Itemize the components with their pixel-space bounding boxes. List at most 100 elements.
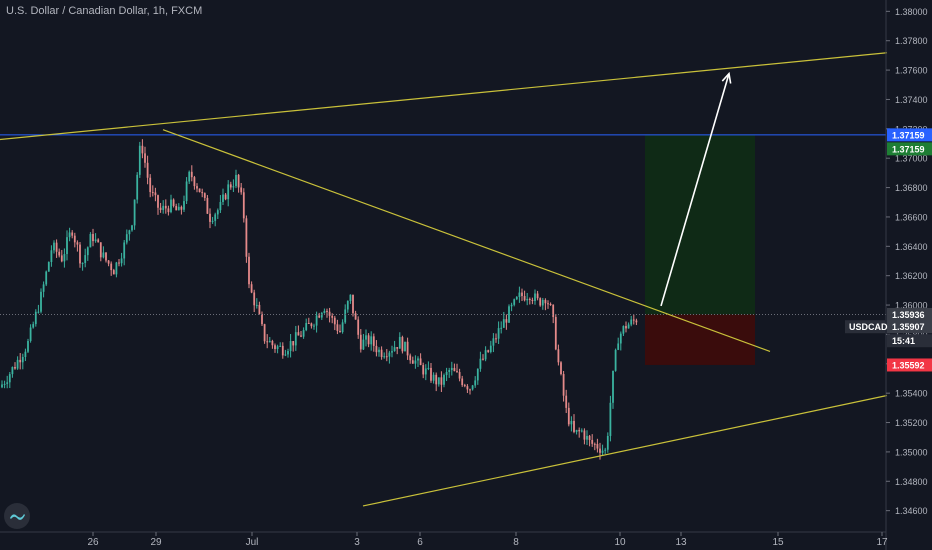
candle-body [68,232,71,238]
candle-body [352,294,354,314]
candle-body [430,367,432,381]
candle-body [565,395,568,408]
candle-body [73,235,76,243]
candle-body [448,370,451,372]
candle-body [534,293,536,301]
candle-body [344,309,347,323]
candle-body [404,341,406,352]
candle-body [133,199,136,226]
candle-body [289,341,292,352]
candle-body [245,218,248,257]
candle-body [50,250,53,263]
candle-body [216,210,219,215]
candle-body [409,355,412,361]
candle-body [146,162,149,178]
candle-body [99,242,102,258]
candle-body [474,380,477,386]
candle-body [383,356,386,358]
candle-body [115,262,118,275]
candle-body [40,291,42,312]
candle-body [287,351,289,355]
candle-body [497,328,500,339]
candle-body [281,345,284,356]
price-tag-bg [887,307,932,321]
y-tick-label: 1.35400 [895,389,928,399]
candle-body [443,375,445,385]
candle-body [219,201,222,211]
x-tick-label: 3 [354,537,360,548]
candle-body [19,359,22,363]
candle-body [45,271,48,285]
x-tick-label: 15 [772,537,784,548]
candle-body [591,439,594,444]
candle-body [125,234,128,243]
candle-body [8,374,11,383]
tradingview-logo[interactable] [4,503,30,529]
trendline-2[interactable] [162,129,771,353]
y-tick-label: 1.36200 [895,271,928,281]
candle-body [479,358,482,369]
candle-body [450,367,453,371]
candle-body [175,206,178,211]
candle-body [440,377,443,385]
candle-body [593,443,596,445]
candle-body [183,201,185,210]
candle-body [164,205,167,209]
candle-body [341,322,344,333]
candle-body [6,382,9,384]
symbol-tag-label: USDCAD [849,322,888,332]
candle-body [544,299,547,304]
candle-body [471,385,474,390]
candle-body [365,335,367,340]
candle-body [606,435,609,450]
price-tag-label: 1.37159 [892,144,925,154]
candle-body [560,362,562,375]
y-tick-label: 1.35000 [895,447,928,457]
candle-body [86,247,89,256]
candle-body [232,186,235,188]
candle-body [385,356,388,358]
candle-body [21,356,24,363]
candle-body [391,351,393,353]
candle-body [578,429,581,432]
price-tag-label: 1.35936 [892,310,925,320]
candle-body [279,345,282,347]
candle-body [567,407,570,425]
candle-body [370,336,373,345]
candle-body [586,435,588,440]
candle-body [248,256,250,285]
candle-body [456,371,458,373]
x-tick-label: 8 [513,537,519,548]
candle-body [305,322,308,331]
candle-body [552,304,555,318]
candle-body [609,402,612,436]
candle-body [362,339,365,350]
arrow-head [721,71,732,84]
y-tick-label: 1.37600 [895,66,928,76]
y-tick-label: 1.37800 [895,36,928,46]
candle-body [398,337,401,349]
arrow-shaft[interactable] [660,73,730,307]
candle-body [32,324,35,328]
candle-body [138,145,141,175]
candle-body [29,327,32,341]
candle-body [42,284,45,292]
candle-body [14,367,16,369]
candle-body [508,306,510,323]
candle-body [235,174,237,187]
candle-body [437,377,440,385]
trendline-3[interactable] [362,394,888,507]
candle-body [458,372,461,379]
candle-body [339,330,341,333]
candle-body [313,325,315,327]
candle-body [34,311,37,325]
trendline-1[interactable] [0,52,888,141]
candle-body [315,315,318,326]
candle-body [466,386,469,390]
x-tick-label: 29 [150,537,162,548]
candle-body [196,186,198,189]
candle-body [469,389,471,391]
candle-body [320,312,323,318]
candle-body [201,192,204,194]
